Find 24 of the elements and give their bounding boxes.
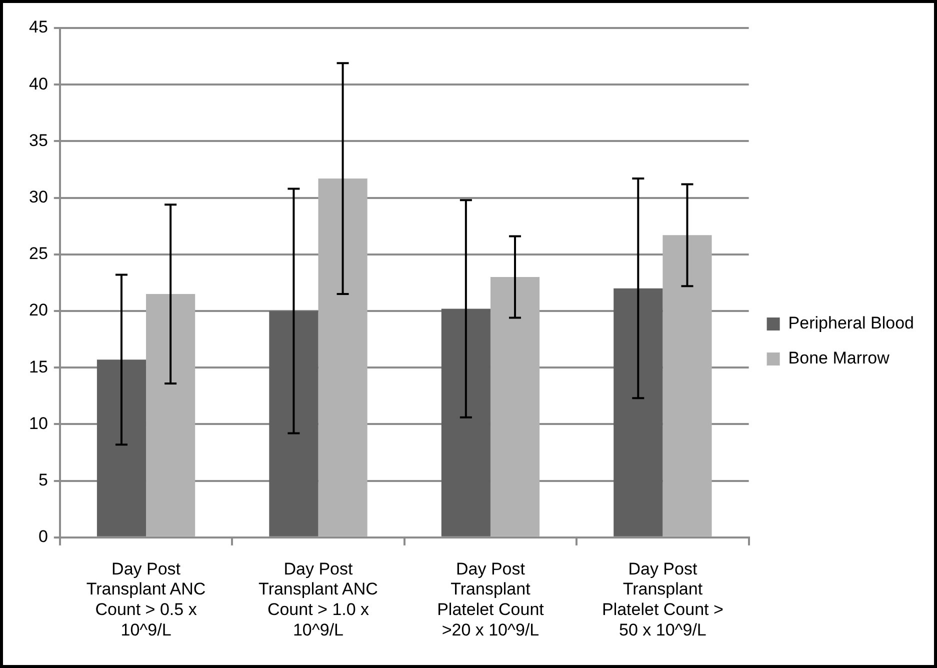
y-tick-label: 15 — [28, 357, 48, 376]
legend-label: Peripheral Blood — [788, 314, 914, 333]
y-tick-label: 0 — [38, 527, 48, 546]
x-tick-label: Day Post Transplant ANC Count > 1.0 x 10^9/L — [258, 559, 378, 640]
bar — [490, 277, 540, 536]
bar — [96, 360, 146, 536]
x-tick-label: Day Post Transplant Platelet Count >20 x 10^9/L — [437, 559, 544, 640]
bar — [662, 235, 712, 536]
x-tick-label: Day Post Transplant Platelet Count > 50 x 10^9/L — [602, 559, 724, 640]
legend-label: Bone Marrow — [788, 348, 890, 368]
y-tick-label: 30 — [28, 187, 48, 206]
y-tick-label: 25 — [28, 244, 48, 264]
y-tick-label: 10 — [28, 414, 48, 433]
x-tick-label: Day Post Transplant ANC Count > 0.5 x 10^9/L — [86, 559, 206, 640]
bar — [269, 311, 318, 536]
y-tick-label: 40 — [28, 74, 48, 94]
y-tick-label: 35 — [28, 130, 48, 150]
y-tick-label: 45 — [28, 18, 48, 37]
bar — [318, 178, 368, 536]
bar — [146, 294, 196, 536]
y-tick-label: 5 — [38, 470, 48, 490]
bar — [441, 308, 490, 536]
y-tick-label: 20 — [28, 300, 48, 320]
bar — [614, 288, 663, 536]
